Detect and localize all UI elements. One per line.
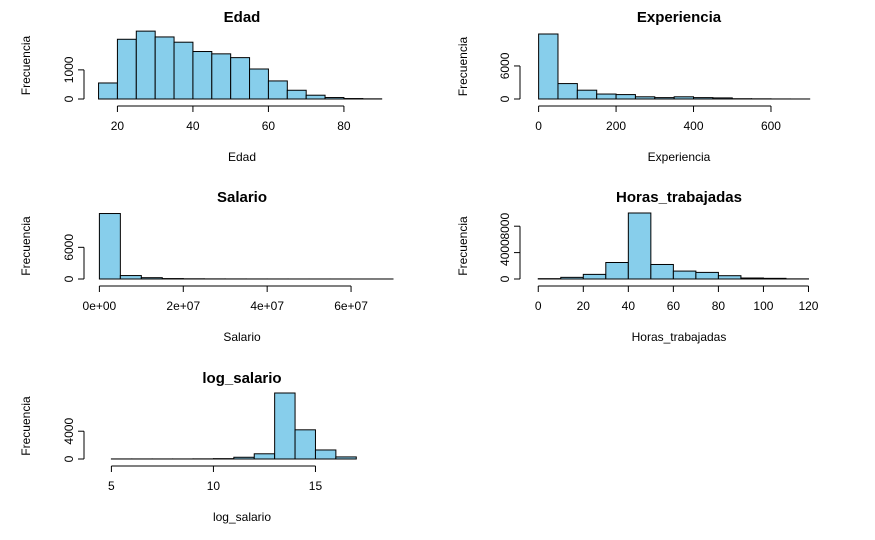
histogram-bar <box>119 275 142 280</box>
x-tick-label: 6e+07 <box>334 299 368 313</box>
histogram-bar <box>211 53 232 100</box>
histogram-bar <box>712 97 733 100</box>
x-tick-label: 10 <box>207 479 221 493</box>
histogram-panel-1: Edad 20 40 60 80 0 1000 Edad Frecuencia <box>19 9 383 164</box>
histogram-bar <box>253 453 276 460</box>
histogram-bar <box>335 456 357 460</box>
y-axis-label: Frecuencia <box>19 216 33 276</box>
x-tick-label: 400 <box>684 119 704 133</box>
x-tick-label: 100 <box>753 299 773 313</box>
histogram-bar <box>249 68 269 100</box>
histogram-bar <box>286 89 307 100</box>
histogram-bar <box>650 263 674 280</box>
histogram-bar <box>98 82 118 100</box>
histogram-bar <box>605 262 629 280</box>
y-tick-label: 8000 <box>498 213 512 240</box>
x-axis-label: Horas_trabajadas <box>632 330 727 344</box>
chart-title: Edad <box>224 9 261 26</box>
histogram-bar <box>627 212 652 280</box>
histogram-bar <box>98 213 121 280</box>
y-tick-label: 6000 <box>498 52 512 79</box>
histogram-bar <box>560 276 584 280</box>
y-tick-label: 0 <box>498 275 512 282</box>
x-tick-label: 15 <box>309 479 323 493</box>
histogram-bar <box>615 94 636 100</box>
x-axis-label: Edad <box>228 150 256 164</box>
x-tick-label: 0e+00 <box>83 299 117 313</box>
histogram-bar <box>267 80 288 100</box>
histogram-bar <box>314 449 337 460</box>
x-axis-label: log_salario <box>213 510 271 524</box>
x-tick-label: 0 <box>535 119 542 133</box>
histogram-bar <box>154 36 175 100</box>
x-axis-label: Experiencia <box>648 150 711 164</box>
x-tick-label: 60 <box>262 119 276 133</box>
x-tick-label: 80 <box>337 119 351 133</box>
y-axis-label: Frecuencia <box>19 396 33 456</box>
x-tick-label: 120 <box>798 299 818 313</box>
x-tick-label: 0 <box>535 299 542 313</box>
y-axis-label: Frecuencia <box>456 37 470 97</box>
histogram-bar <box>582 273 607 280</box>
histogram-bar <box>538 33 559 100</box>
x-tick-label: 60 <box>667 299 681 313</box>
histogram-bar <box>673 96 695 100</box>
histogram-bar <box>695 271 719 280</box>
histogram-bar <box>324 97 345 100</box>
y-tick-label: 4000 <box>62 418 76 445</box>
y-axis-label: Frecuencia <box>19 36 33 96</box>
histogram-panel-3: Salario 0e+00 2e+07 4e+07 6e+07 0 6000 Salario F… <box>19 189 394 344</box>
histogram-bar <box>140 277 163 280</box>
x-tick-label: 600 <box>761 119 781 133</box>
y-tick-label: 0 <box>62 455 76 462</box>
x-tick-label: 200 <box>606 119 626 133</box>
x-tick-label: 80 <box>712 299 726 313</box>
histogram-bar <box>740 277 764 280</box>
x-tick-label: 20 <box>577 299 591 313</box>
histogram-bar <box>294 429 316 460</box>
histogram-bar <box>654 97 675 100</box>
histogram-bar <box>192 51 213 100</box>
histogram-bar <box>116 38 137 100</box>
histogram-bar <box>672 270 697 280</box>
y-tick-label: 4000 <box>498 239 512 266</box>
y-tick-label: 0 <box>498 95 512 102</box>
x-tick-label: 4e+07 <box>250 299 284 313</box>
histogram-bar <box>173 41 194 100</box>
histogram-panel-4: Horas_trabajadas 0 20 40 60 80 100 120 0 40008000… <box>456 189 819 344</box>
histogram-bar <box>233 456 255 460</box>
histogram-bar <box>557 83 578 100</box>
x-axis-label: Salario <box>223 330 261 344</box>
x-tick-label: 40 <box>186 119 200 133</box>
histogram-bar <box>576 89 598 100</box>
x-tick-label: 2e+07 <box>166 299 200 313</box>
histogram-bar <box>305 94 326 100</box>
x-tick-label: 40 <box>622 299 636 313</box>
chart-title: Experiencia <box>637 9 722 26</box>
y-tick-label: 0 <box>62 275 76 282</box>
histogram-bar <box>230 57 251 100</box>
x-tick-label: 5 <box>108 479 115 493</box>
chart-title: log_salario <box>202 370 281 387</box>
chart-title: Salario <box>217 189 267 206</box>
histogram-bar <box>762 277 787 280</box>
y-tick-label: 0 <box>62 95 76 102</box>
chart-title: Horas_trabajadas <box>616 189 742 206</box>
y-axis-label: Frecuencia <box>456 216 470 276</box>
histogram-bar <box>693 97 714 100</box>
histogram-bar <box>717 275 742 280</box>
histogram-panel-5: log_salario 5 10 15 0 4000 log_salario Frecuenc… <box>19 370 357 524</box>
histogram-bar <box>274 392 296 460</box>
histogram-bar <box>596 93 617 100</box>
histogram-bar <box>634 96 656 100</box>
histogram-bar <box>135 30 156 100</box>
y-tick-label: 1000 <box>62 56 76 83</box>
x-tick-label: 20 <box>111 119 125 133</box>
y-tick-label: 6000 <box>62 234 76 261</box>
